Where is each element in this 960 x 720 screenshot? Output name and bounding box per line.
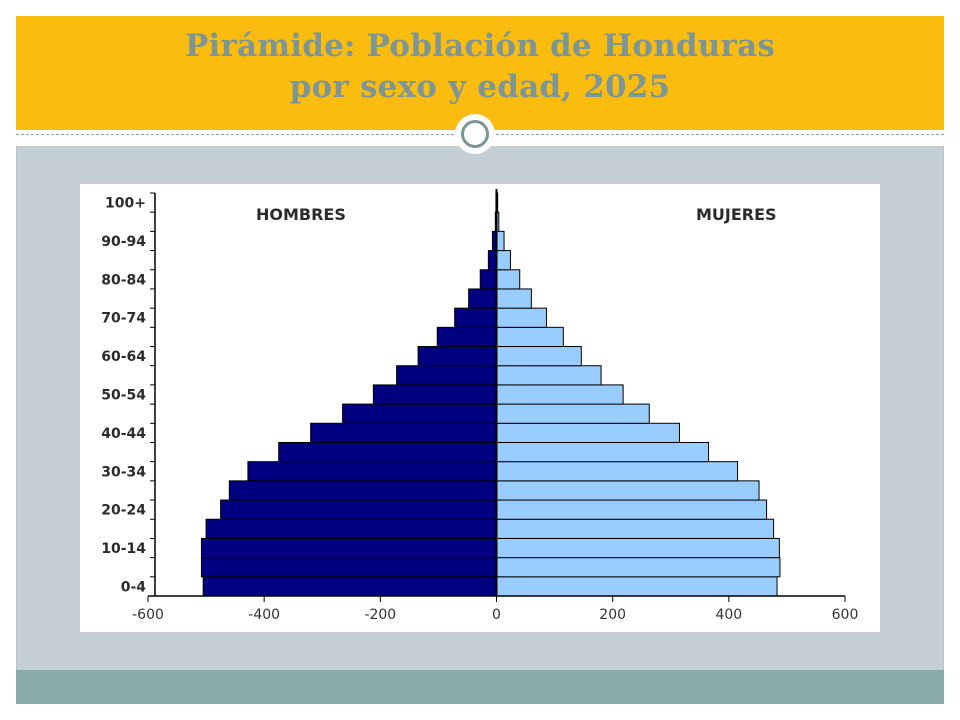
bar-mujeres-35-39 (496, 441, 710, 463)
bar-mujeres-65-69 (496, 326, 564, 348)
x-tick-label: 0 (492, 607, 501, 623)
bars-group (200, 192, 781, 597)
bar-hombres-20-24 (220, 499, 498, 520)
bar-mujeres-30-34 (496, 461, 739, 482)
bar-mujeres-45-49 (496, 403, 650, 424)
slide-title-line-2: por sexo y edad, 2025 (289, 69, 671, 105)
y-tick-label: 70-74 (101, 311, 146, 327)
divider-circle-ornament (457, 116, 493, 152)
title-bar (16, 16, 944, 130)
x-tick-label: 600 (832, 607, 859, 623)
bar-hombres-60-64 (417, 346, 497, 367)
bar-hombres-25-29 (228, 480, 497, 501)
bar-mujeres-40-44 (496, 422, 680, 443)
bar-mujeres-85-89 (496, 250, 511, 271)
bar-mujeres-90-94 (496, 230, 505, 252)
bar-hombres-85-89 (487, 250, 498, 271)
divider-circle-inner (461, 120, 489, 148)
y-tick-label: 0-4 (121, 579, 147, 595)
x-tick-label: 200 (599, 607, 626, 623)
x-tick-label: -400 (248, 607, 280, 623)
bar-hombres-75-79 (468, 288, 497, 309)
bar-hombres-5-9 (200, 557, 497, 578)
x-tick-label: -200 (364, 607, 396, 623)
y-tick-label: 40-44 (101, 426, 146, 442)
bar-mujeres-75-79 (496, 288, 532, 309)
bar-hombres-50-54 (372, 384, 498, 405)
axes-group (147, 189, 846, 602)
bar-hombres-45-49 (342, 403, 497, 424)
bar-hombres-30-34 (247, 461, 497, 482)
bar-mujeres-80-84 (496, 269, 521, 290)
legend-label-hombres: HOMBRES (256, 205, 346, 224)
y-tick-label: 100+ (105, 196, 146, 212)
y-tick-label: 30-34 (101, 464, 146, 480)
bar-hombres-0-4 (202, 576, 497, 597)
y-tick-label: 50-54 (101, 388, 146, 404)
y-tick-label: 10-14 (101, 541, 146, 557)
y-tick-label: 80-84 (101, 272, 146, 288)
bar-mujeres-25-29 (496, 480, 760, 501)
y-tick-label: 20-24 (101, 503, 146, 519)
y-tick-label: 90-94 (101, 234, 146, 250)
bar-mujeres-60-64 (496, 346, 582, 367)
bar-hombres-65-69 (436, 326, 498, 348)
bar-mujeres-50-54 (496, 384, 624, 405)
bar-mujeres-0-4 (496, 576, 778, 597)
bar-hombres-15-19 (205, 518, 497, 539)
legend-label-mujeres: MUJERES (696, 205, 777, 224)
footer-bar (16, 670, 944, 704)
bar-mujeres-15-19 (496, 518, 775, 539)
bar-mujeres-5-9 (496, 557, 781, 578)
x-tick-label: 400 (715, 607, 742, 623)
bar-hombres-40-44 (310, 422, 497, 443)
population-pyramid-chart: 0-4 10-14 20-24 30-34 40-44 50-54 60-64 70-74 80… (101, 189, 858, 623)
bar-hombres-35-39 (278, 441, 497, 463)
bar-mujeres-70-74 (496, 307, 547, 328)
labels-group: 0-4 10-14 20-24 30-34 40-44 50-54 60-64 70-74 80… (101, 196, 858, 623)
slide-title: Pirámide: Población de Honduras por sexo… (16, 26, 944, 108)
bar-mujeres-55-59 (496, 365, 602, 386)
bar-mujeres-20-24 (496, 499, 768, 520)
bar-hombres-55-59 (396, 365, 498, 386)
slide-title-line-1: Pirámide: Población de Honduras (184, 28, 776, 64)
bar-hombres-80-84 (479, 269, 497, 290)
bar-hombres-10-14 (200, 537, 497, 559)
bar-hombres-70-74 (454, 307, 497, 328)
chart-panel: 0-4 10-14 20-24 30-34 40-44 50-54 60-64 70-74 80… (80, 184, 880, 632)
y-tick-label: 60-64 (101, 349, 146, 365)
x-tick-label: -600 (132, 607, 164, 623)
bar-mujeres-10-14 (496, 537, 780, 559)
